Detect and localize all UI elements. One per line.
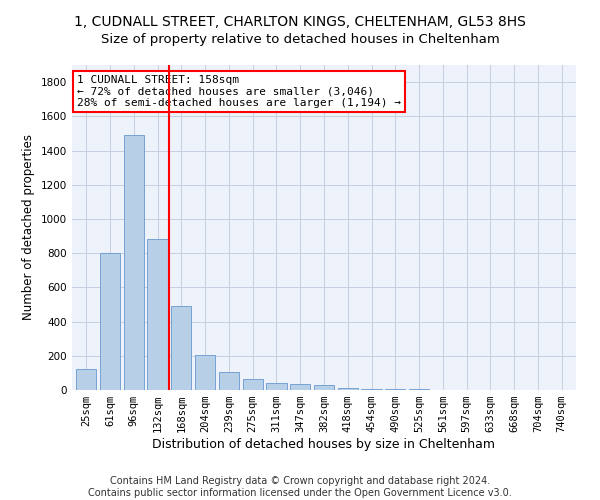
Bar xyxy=(148,240,167,390)
Text: Contains HM Land Registry data © Crown copyright and database right 2024.
Contai: Contains HM Land Registry data © Crown c… xyxy=(88,476,512,498)
Bar xyxy=(195,355,215,390)
Text: 1 CUDNALL STREET: 158sqm
← 72% of detached houses are smaller (3,046)
28% of sem: 1 CUDNALL STREET: 158sqm ← 72% of detach… xyxy=(77,74,401,108)
Bar xyxy=(314,385,334,390)
Bar xyxy=(219,372,239,390)
Bar xyxy=(242,379,263,390)
Bar xyxy=(361,388,382,390)
Y-axis label: Number of detached properties: Number of detached properties xyxy=(22,134,35,320)
Bar xyxy=(290,384,310,390)
Bar xyxy=(171,306,191,390)
X-axis label: Distribution of detached houses by size in Cheltenham: Distribution of detached houses by size … xyxy=(152,438,496,451)
Text: Size of property relative to detached houses in Cheltenham: Size of property relative to detached ho… xyxy=(101,32,499,46)
Bar xyxy=(266,383,287,390)
Bar xyxy=(100,253,120,390)
Bar xyxy=(124,135,144,390)
Text: 1, CUDNALL STREET, CHARLTON KINGS, CHELTENHAM, GL53 8HS: 1, CUDNALL STREET, CHARLTON KINGS, CHELT… xyxy=(74,15,526,29)
Bar xyxy=(338,388,358,390)
Bar xyxy=(76,368,97,390)
